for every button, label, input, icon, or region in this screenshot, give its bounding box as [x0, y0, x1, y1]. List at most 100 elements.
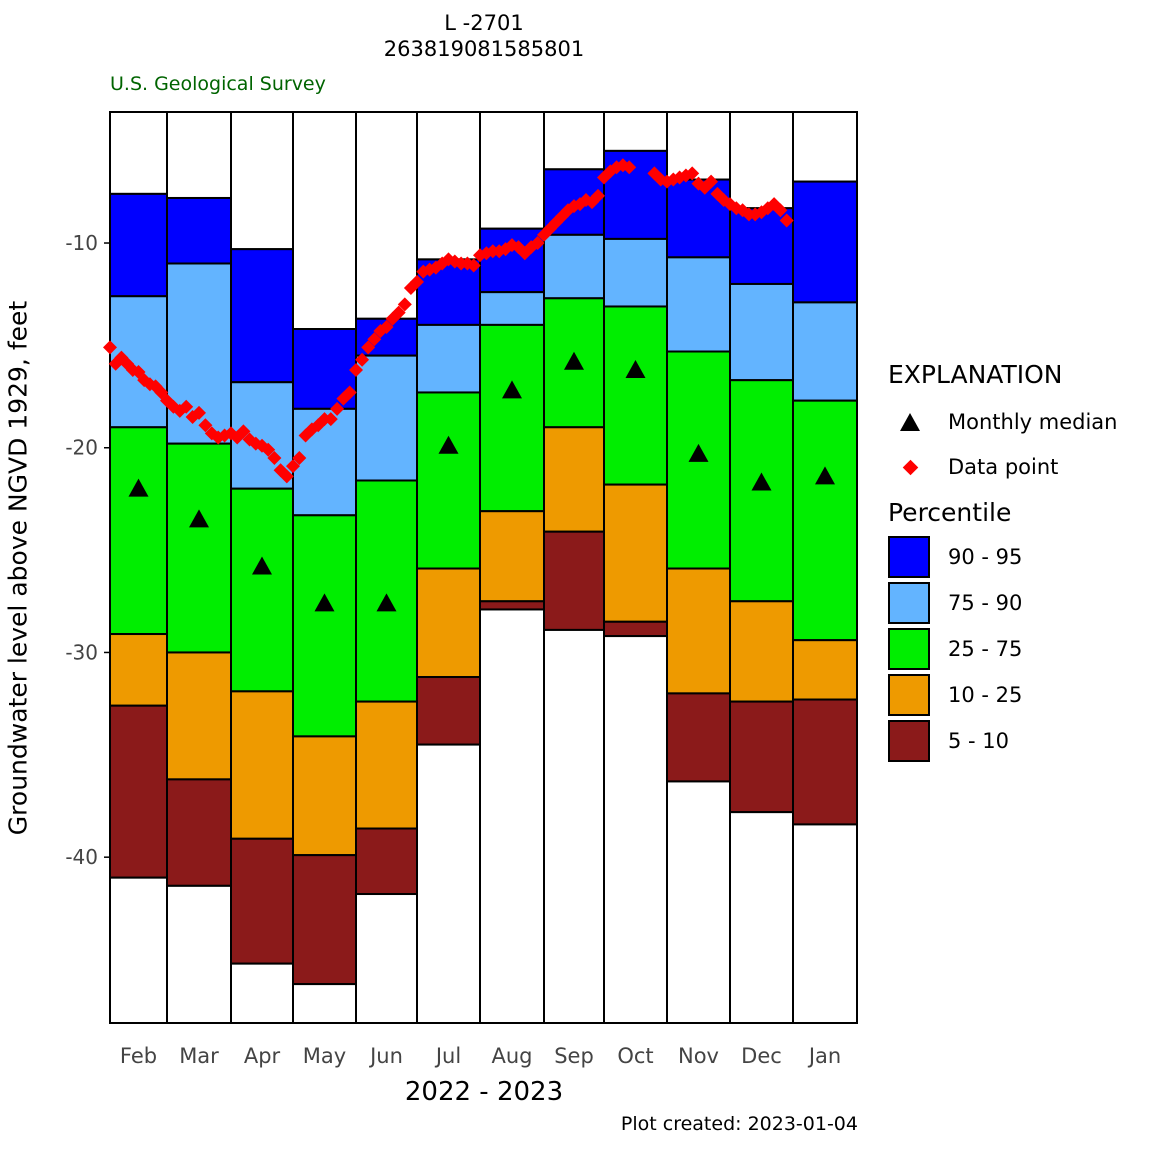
band-below-5-jun [355, 893, 418, 1025]
legend-data-label: Data point [948, 455, 1059, 479]
band-25-75-aug [479, 323, 545, 513]
legend-p90-95-label: 90 - 95 [948, 545, 1023, 569]
band-75-90-aug [479, 291, 545, 326]
band-10-25-dec [729, 600, 794, 703]
data-point [391, 305, 406, 320]
data-point [773, 203, 788, 218]
swatch-p10-25 [888, 674, 930, 716]
band-5-10-jul [416, 676, 481, 746]
band-below-5-nov [666, 780, 731, 1024]
band-5-10-mar [166, 778, 232, 887]
median-marker-mar [189, 509, 209, 528]
data-point [530, 236, 545, 251]
band-below-5-dec [729, 811, 794, 1025]
band-5-10-jan [792, 698, 858, 826]
legend-item-p75-90: 75 - 90 [888, 580, 1117, 626]
x-tick-label-mar: Mar [179, 1044, 219, 1068]
swatch-p75-90 [888, 582, 930, 624]
band-75-90-dec [729, 282, 794, 382]
median-marker-nov [688, 443, 709, 462]
band-90-95-jan [792, 180, 858, 304]
band-5-10-feb [109, 704, 168, 879]
chart-title: L -2701 [444, 11, 524, 35]
median-marker-oct [625, 359, 646, 378]
band-75-90-oct [603, 237, 668, 308]
legend: EXPLANATION Monthly median Data point Pe… [888, 360, 1117, 764]
median-marker-dec [751, 472, 772, 491]
band-below-5-jul [416, 743, 481, 1024]
band-10-25-aug [479, 510, 545, 603]
median-marker-sep [564, 351, 584, 370]
y-tick-label: -10 [65, 231, 98, 255]
data-point [410, 274, 424, 289]
band-10-25-apr [230, 690, 294, 840]
band-above-95-jul [416, 111, 481, 261]
legend-item-p5-10: 5 - 10 [888, 718, 1117, 764]
band-above-95-dec [729, 111, 794, 210]
band-10-25-sep [543, 426, 605, 533]
data-point [466, 258, 481, 273]
data-point [342, 385, 357, 400]
band-above-95-jan [792, 111, 858, 183]
legend-p25-75-label: 25 - 75 [948, 637, 1023, 661]
data-point [355, 352, 370, 367]
x-tick-label-aug: Aug [491, 1044, 532, 1068]
data-point [397, 297, 412, 312]
band-25-75-apr [230, 487, 294, 693]
band-above-95-mar [166, 111, 232, 199]
band-5-10-oct [603, 620, 668, 638]
data-point [103, 340, 117, 355]
band-25-75-jan [792, 399, 858, 642]
x-tick-label-sep: Sep [554, 1044, 594, 1068]
band-10-25-oct [603, 483, 668, 623]
diamond-icon [902, 459, 918, 475]
data-point [198, 418, 213, 433]
band-below-5-aug [479, 608, 545, 1024]
data-point [279, 469, 294, 484]
legend-p75-90-label: 75 - 90 [948, 591, 1023, 615]
data-point [330, 401, 345, 416]
data-point [323, 412, 338, 427]
band-10-25-jan [792, 639, 858, 701]
band-25-75-dec [729, 379, 794, 603]
plot-frame [109, 111, 858, 1024]
band-75-90-nov [666, 256, 731, 353]
legend-median-label: Monthly median [948, 410, 1118, 434]
band-75-90-jan [792, 301, 858, 402]
band-above-95-feb [109, 111, 168, 195]
band-above-95-sep [543, 111, 605, 171]
band-10-25-feb [109, 633, 168, 707]
plot-created-label: Plot created: 2023-01-04 [620, 1113, 858, 1135]
band-5-10-apr [230, 837, 294, 965]
band-25-75-jun [355, 479, 418, 703]
data-point [779, 213, 794, 228]
y-tick-label: -20 [65, 436, 98, 460]
x-tick-label-jun: Jun [368, 1044, 403, 1068]
median-marker-feb [128, 478, 149, 497]
legend-title: EXPLANATION [888, 360, 1063, 389]
x-tick-label-nov: Nov [678, 1044, 719, 1068]
data-point [379, 319, 394, 334]
band-75-90-sep [543, 233, 605, 300]
band-above-95-may [292, 111, 357, 331]
legend-item-p10-25: 10 - 25 [888, 672, 1117, 718]
band-10-25-jun [355, 700, 418, 830]
median-marker-jan [815, 466, 835, 485]
x-tick-label-feb: Feb [120, 1044, 157, 1068]
legend-item-p90-95: 90 - 95 [888, 534, 1117, 580]
legend-percentile-title: Percentile [888, 497, 1012, 527]
band-below-5-jan [792, 823, 858, 1025]
x-axis-label: 2022 - 2023 [404, 1077, 564, 1107]
band-5-10-may [292, 854, 357, 986]
median-marker-may [314, 593, 335, 612]
band-above-95-nov [666, 111, 731, 181]
swatch-p90-95 [888, 536, 930, 578]
band-75-90-jul [416, 323, 481, 394]
median-marker-jul [438, 435, 459, 454]
y-tick-label: -40 [65, 845, 98, 869]
agency-label: U.S. Geological Survey [110, 73, 326, 95]
band-below-5-apr [230, 962, 294, 1025]
median-marker-jun [376, 593, 397, 612]
data-point [192, 405, 206, 420]
x-tick-label-apr: Apr [244, 1044, 281, 1068]
